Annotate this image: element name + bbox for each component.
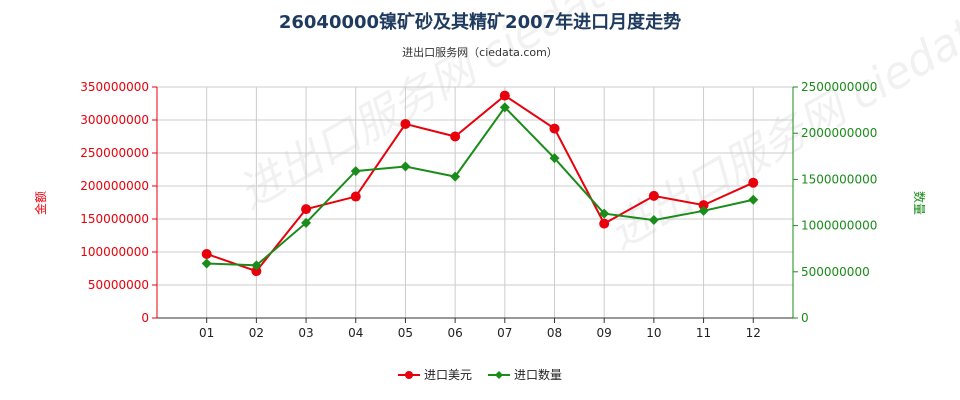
x-tick-label: 04 xyxy=(348,326,363,340)
y-axis-right-label: 数量 xyxy=(912,191,927,215)
x-tick-label: 11 xyxy=(696,326,711,340)
data-point-quantity xyxy=(648,215,659,226)
y-tick-right-label: 500000000 xyxy=(801,265,870,279)
x-tick-label: 12 xyxy=(746,326,761,340)
data-point-amount xyxy=(499,90,510,101)
data-point-amount xyxy=(698,200,709,211)
data-point-quantity xyxy=(400,161,411,172)
legend-item-amount[interactable]: 进口美元 xyxy=(398,368,472,382)
y-tick-left-label: 50000000 xyxy=(88,278,149,292)
legend[interactable]: 进口美元 进口数量 xyxy=(398,367,562,382)
legend-label: 进口美元 xyxy=(424,368,472,382)
x-tick-label: 10 xyxy=(646,326,661,340)
data-point-quantity xyxy=(350,166,361,177)
data-point-amount xyxy=(450,131,461,142)
data-point-quantity xyxy=(698,205,709,216)
x-tick-label: 02 xyxy=(249,326,264,340)
tick-labels: 0 50000000 100000000 150000000 200000000 2500… xyxy=(80,80,877,340)
y-tick-right-label: 2000000000 xyxy=(801,126,877,140)
legend-marker xyxy=(495,371,503,379)
x-tick-label: 01 xyxy=(199,326,214,340)
y-tick-left-label: 200000000 xyxy=(80,179,149,193)
data-point-quantity xyxy=(499,102,510,113)
y-tick-left-label: 350000000 xyxy=(80,80,149,94)
y-tick-right-label: 0 xyxy=(801,311,809,325)
data-point-quantity xyxy=(748,194,759,205)
data-point-amount xyxy=(350,191,361,202)
y-tick-left-label: 300000000 xyxy=(80,113,149,127)
data-point-quantity xyxy=(301,217,312,228)
data-point-amount xyxy=(301,204,312,215)
x-tick-label: 06 xyxy=(447,326,462,340)
y-tick-right-label: 2500000000 xyxy=(801,80,877,94)
data-point-amount xyxy=(549,123,560,134)
y-tick-left-label: 100000000 xyxy=(80,245,149,259)
x-tick-label: 09 xyxy=(597,326,612,340)
y-tick-left-label: 250000000 xyxy=(80,146,149,160)
x-tick-label: 07 xyxy=(497,326,512,340)
y-tick-left-label: 150000000 xyxy=(80,212,149,226)
series-line-amount xyxy=(206,94,754,273)
data-point-quantity xyxy=(599,208,610,219)
chart-title: 26040000镍矿砂及其精矿2007年进口月度走势 xyxy=(279,11,681,33)
series-line-quantity xyxy=(206,105,754,267)
x-tick-label: 08 xyxy=(547,326,562,340)
y-tick-right-label: 1500000000 xyxy=(801,172,877,186)
series-layer xyxy=(201,90,759,277)
data-point-amount xyxy=(201,248,212,259)
legend-item-quantity[interactable]: 进口数量 xyxy=(488,367,562,382)
data-point-amount xyxy=(748,177,759,188)
data-point-amount xyxy=(599,218,610,229)
data-point-amount xyxy=(251,266,262,277)
data-point-quantity xyxy=(251,260,262,271)
data-point-amount xyxy=(648,190,659,201)
x-tick-label: 03 xyxy=(298,326,313,340)
legend-label: 进口数量 xyxy=(514,367,562,382)
y-tick-left-label: 0 xyxy=(141,311,149,325)
x-tick-label: 05 xyxy=(398,326,413,340)
y-axis-left-label: 金额 xyxy=(33,191,48,215)
legend-marker xyxy=(405,371,413,379)
data-point-quantity xyxy=(549,153,560,164)
data-point-quantity xyxy=(450,171,461,182)
axes xyxy=(152,86,798,323)
data-point-quantity xyxy=(201,258,212,269)
data-point-amount xyxy=(400,118,411,129)
chart-subtitle: 进出口服务网（ciedata.com） xyxy=(402,45,558,59)
y-tick-right-label: 1000000000 xyxy=(801,219,877,233)
